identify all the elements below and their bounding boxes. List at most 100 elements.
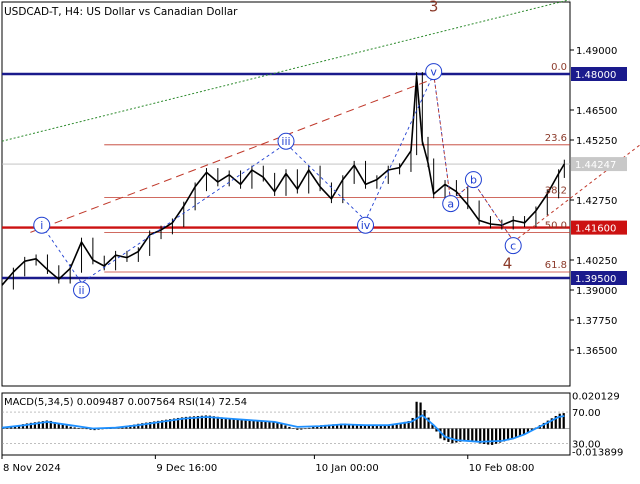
macd-hist-bar [49, 420, 52, 429]
wave-label-circle [425, 63, 443, 81]
macd-hist-bar [312, 426, 315, 429]
macd-hist-bar [383, 425, 386, 429]
wave-label-circle [73, 281, 91, 299]
macd-hist-bar [57, 423, 60, 429]
macd-hist-bar [399, 422, 402, 429]
price-tick-label: 1.39000 [576, 286, 617, 297]
macd-hist-bar [196, 416, 200, 429]
macd-hist-bar [29, 422, 33, 429]
macd-hist-bar [379, 425, 382, 429]
macd-hist-bar [73, 427, 76, 429]
macd-hist-bar [172, 418, 176, 429]
macd-hist-bar [208, 415, 211, 429]
macd-hist-bar [475, 428, 478, 443]
macd-hist-bar [351, 424, 355, 429]
macd-hist-bar [550, 418, 553, 429]
fib-level-label: 0.0 [551, 62, 567, 73]
macd-hist-bar [192, 416, 196, 429]
macd-hist-bar [21, 424, 25, 429]
macd-hist-bar [77, 427, 80, 429]
macd-hist-bar [510, 428, 514, 440]
macd-hist-bar [180, 417, 184, 429]
time-tick-label: 8 Nov 2024 [3, 463, 61, 474]
macd-hist-bar [141, 423, 144, 429]
macd-hist-bar [487, 428, 490, 445]
key-level-badge [571, 220, 627, 235]
macd-hist-bar [280, 424, 283, 429]
wave-label: i [40, 219, 43, 232]
macd-hist-bar [558, 413, 561, 429]
macd-hist-bar [339, 423, 343, 429]
macd-hist-bar [347, 423, 351, 429]
macd-hist-bar [522, 428, 526, 435]
macd-hist-bar [359, 424, 363, 429]
macd-hist-bar [332, 424, 335, 429]
macd-hist-bar [546, 420, 549, 429]
price-tick-label: 1.36500 [576, 346, 617, 357]
macd-hist-bar [296, 428, 299, 430]
wave-label-circle [33, 216, 51, 234]
macd-hist-bar [403, 421, 406, 429]
macd-hist-bar [542, 422, 545, 429]
macd-hist-bar [451, 428, 454, 444]
macd-hist-bar [216, 416, 219, 429]
macd-hist-bar [387, 425, 390, 429]
macd-hist-bar [252, 420, 255, 429]
macd-hist-bar [145, 422, 148, 429]
price-tick-label: 1.49000 [576, 46, 617, 57]
macd-hist-bar [248, 420, 251, 429]
key-level-badge-label: 1.39500 [575, 274, 616, 285]
macd-hist-bar [236, 419, 239, 429]
macd-hist-bar [411, 417, 414, 429]
macd-hist-bar [292, 428, 295, 429]
macd-hist-bar [463, 428, 466, 442]
macd-hist-bar [200, 415, 203, 429]
time-tick-label: 10 Feb 08:00 [469, 463, 535, 474]
macd-hist-bar [304, 428, 307, 430]
macd-hist-bar [491, 428, 494, 445]
macd-signal-line [1, 414, 565, 443]
macd-hist-bar [89, 428, 92, 430]
macd-hist-bar [300, 428, 303, 430]
macd-hist-bar [324, 424, 327, 429]
macd-hist-bar [455, 428, 458, 443]
macd-hist-bar [264, 421, 267, 429]
fib-level-label: 50.0 [545, 220, 567, 231]
macd-hist-bar [479, 428, 482, 444]
macd-hist-bar [363, 425, 367, 429]
macd-hist-bar [506, 428, 510, 441]
macd-hist-bar [260, 420, 263, 429]
wave-label-circle [357, 216, 375, 234]
macd-hist-bar [240, 419, 243, 429]
macd-hist-bar [415, 401, 418, 429]
indicator-tick-label: 30.00 [572, 439, 601, 450]
macd-hist-bar [288, 426, 291, 429]
wave-label: c [510, 240, 516, 253]
macd-hist-bar [45, 420, 48, 429]
macd-hist-bar [328, 424, 331, 429]
macd-hist-bar [212, 416, 215, 429]
abc-path [433, 73, 514, 242]
macd-hist-bar [284, 425, 287, 429]
macd-hist-bar [37, 421, 40, 429]
macd-hist-bar [25, 423, 29, 429]
current-price-label: 1.44247 [575, 160, 616, 171]
macd-hist-bar [526, 428, 530, 433]
time-tick-label: 10 Jan 00:00 [315, 463, 378, 474]
macd-hist-bar [232, 418, 235, 429]
macd-hist-bar [471, 428, 474, 442]
fib-level-label: 23.6 [545, 133, 567, 144]
fib-level-label: 61.8 [545, 260, 567, 271]
macd-hist-bar [335, 424, 339, 429]
macd-hist-bar [61, 424, 64, 429]
macd-hist-bar [168, 419, 172, 429]
macd-hist-bar [220, 417, 223, 429]
macd-hist-bar [161, 420, 164, 429]
macd-hist-bar [65, 425, 68, 429]
wave-label: b [470, 174, 477, 187]
macd-hist-bar [244, 419, 247, 429]
macd-hist-bar [371, 425, 374, 429]
macd-hist-bar [33, 422, 37, 429]
macd-hist-bar [467, 428, 470, 441]
wave-label: iii [281, 135, 290, 148]
